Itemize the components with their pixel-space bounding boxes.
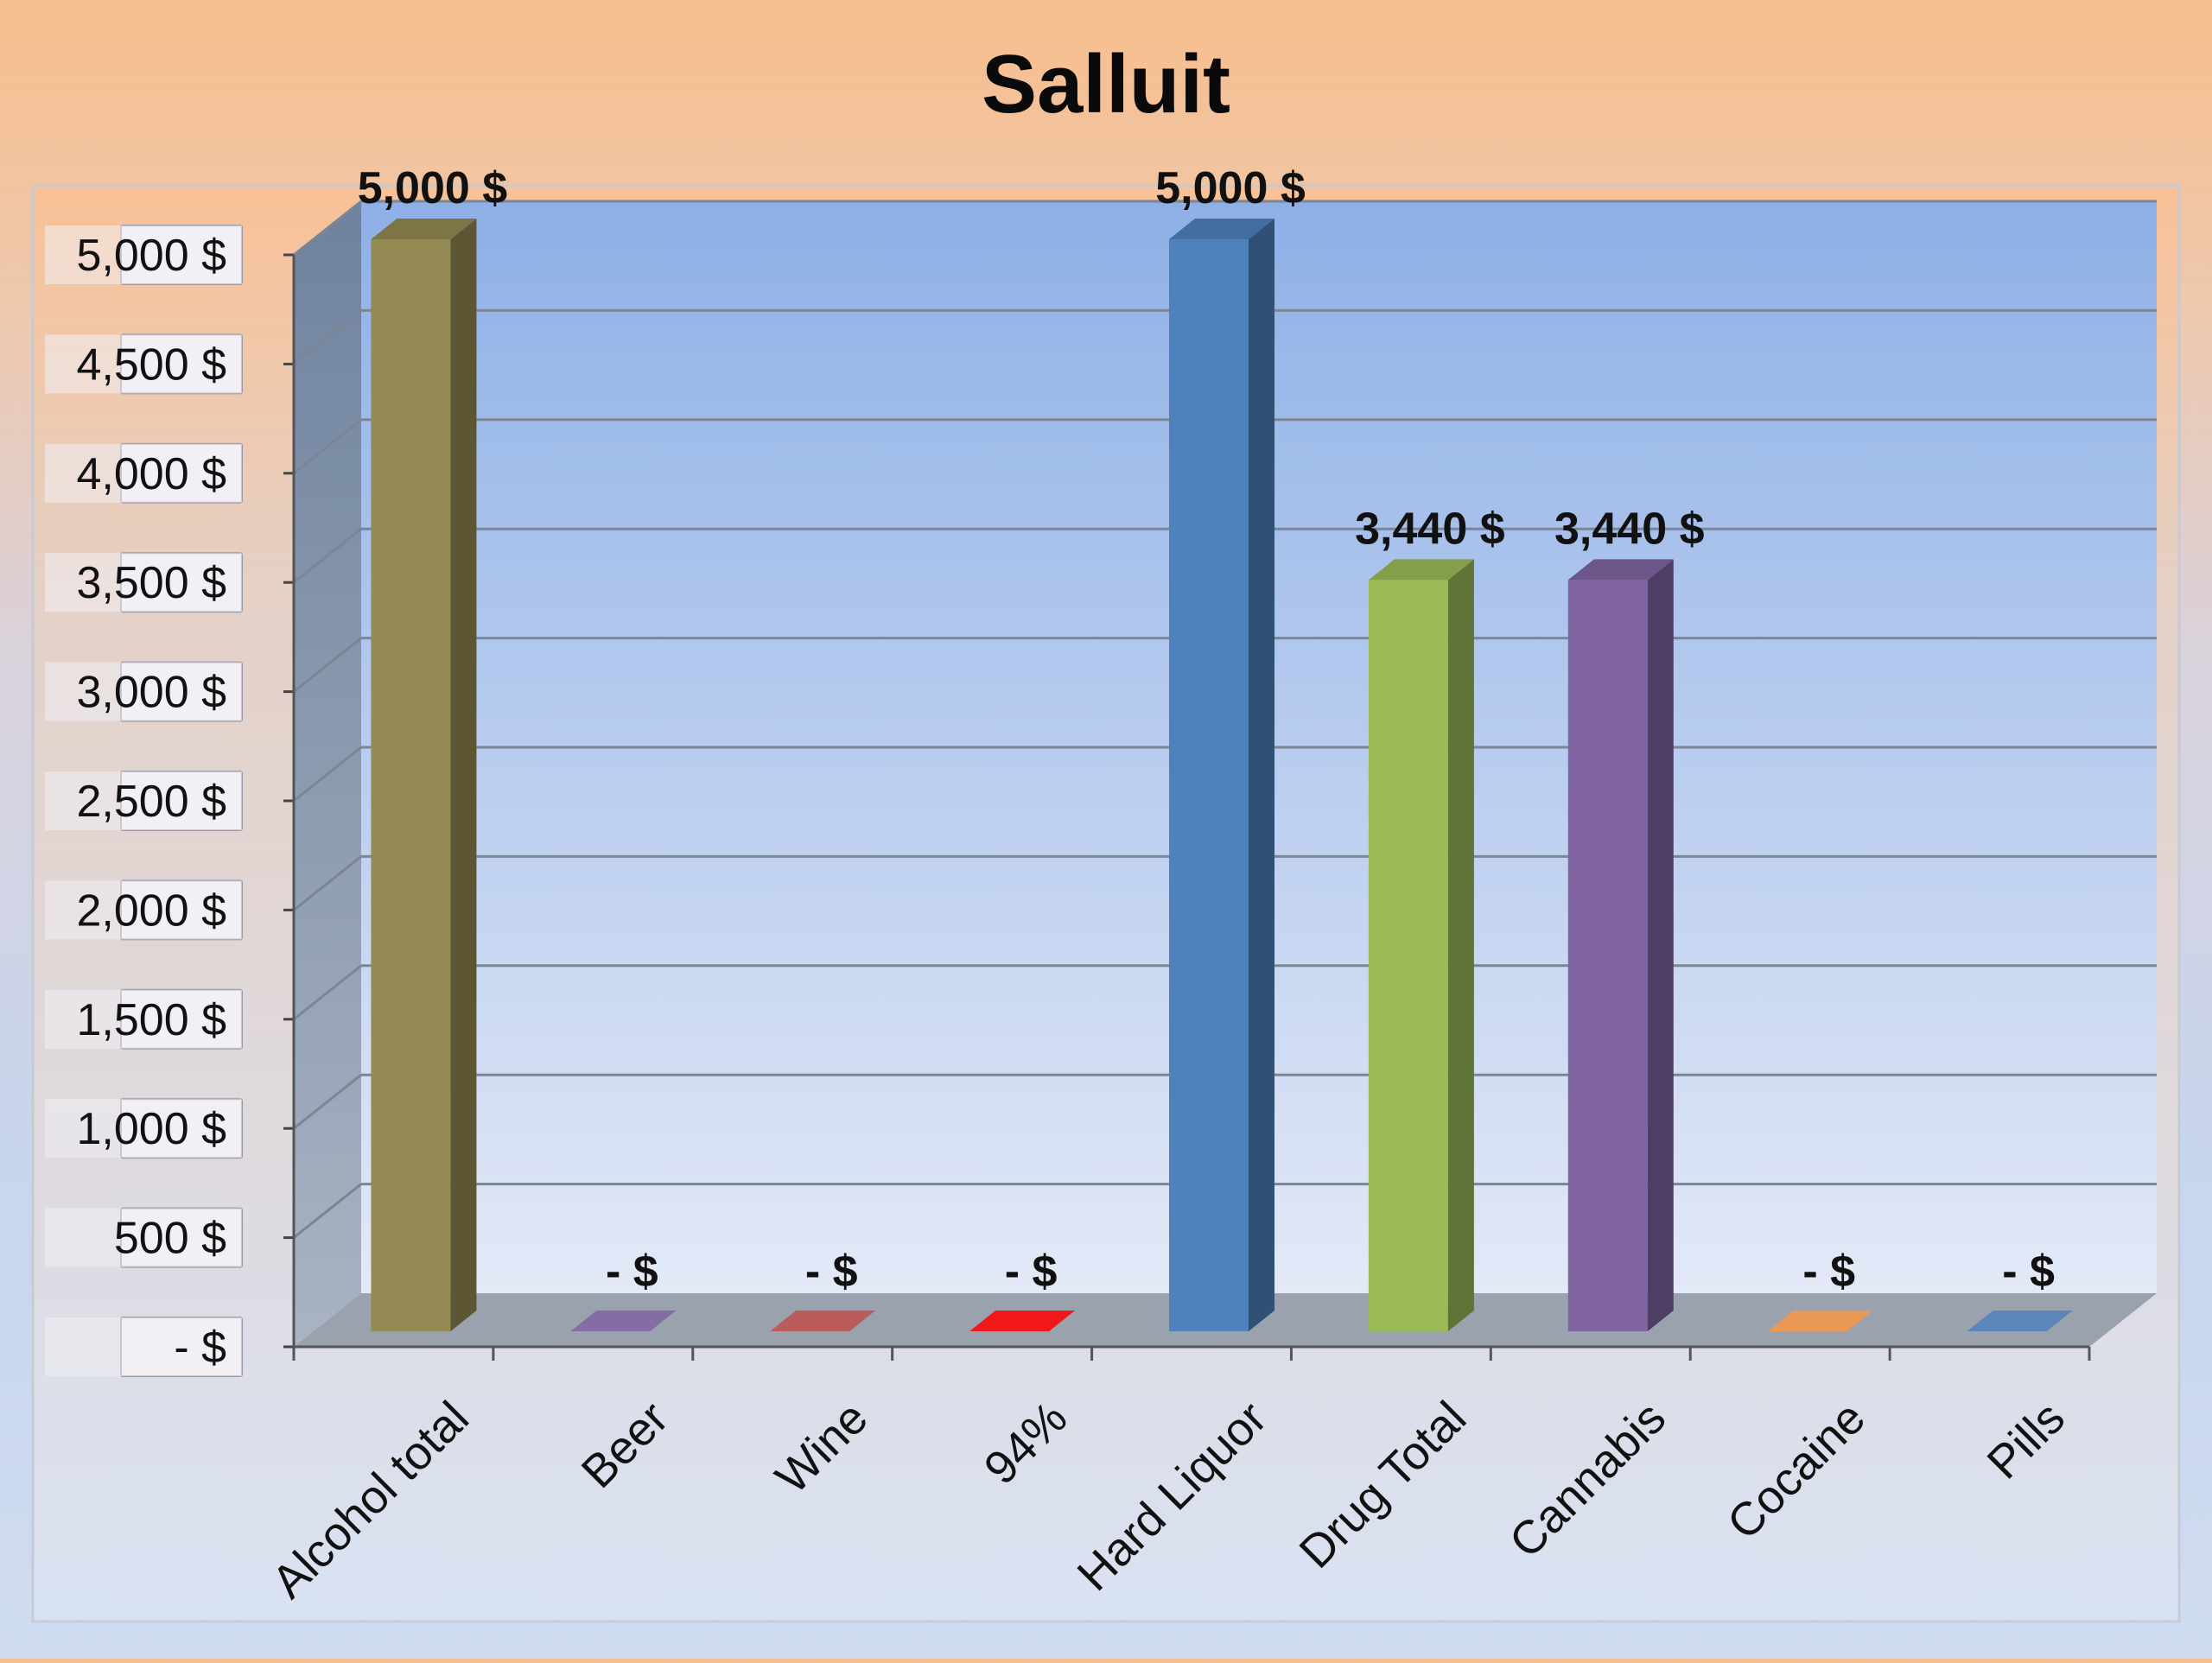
y-tick-label: 2,000 $ (77, 885, 227, 936)
y-tick-label: 4,500 $ (77, 340, 227, 390)
bar-side (1447, 559, 1474, 1331)
y-tick-box (45, 443, 242, 503)
bar-side (450, 219, 477, 1331)
y-tick-box (45, 334, 242, 394)
y-tick-box (45, 1317, 242, 1376)
gridline-side (293, 200, 362, 257)
bar-zero-slab (1967, 1311, 2073, 1331)
data-label: 3,440 $ (1355, 504, 1505, 554)
bar-top (371, 219, 477, 239)
bar-front (1567, 580, 1648, 1331)
data-label: - $ (606, 1247, 658, 1297)
bar-top (1368, 559, 1474, 581)
bar-front (1169, 239, 1249, 1331)
bar-zero-slab (969, 1311, 1076, 1331)
y-tick-label: 2,500 $ (77, 777, 227, 827)
gridline-side (293, 309, 362, 365)
y-tick-box (45, 662, 242, 721)
y-tick-box (45, 771, 242, 830)
y-tick-label: 1,500 $ (77, 995, 227, 1045)
y-tick-box (45, 1099, 242, 1158)
y-tick-label: 5,000 $ (77, 231, 227, 281)
data-label: - $ (1005, 1247, 1058, 1297)
data-label: - $ (805, 1247, 858, 1297)
gridline-side (293, 637, 362, 693)
data-label: 5,000 $ (358, 163, 508, 213)
chart-title: Salluit (982, 38, 1230, 130)
y-tick-label: 1,000 $ (77, 1104, 227, 1154)
bars (371, 219, 2073, 1331)
gridline-side (293, 855, 362, 911)
bar-zero-slab (1767, 1311, 1873, 1331)
y-axis: - $ 500 $ 1,000 $ 1,500 $ 2,000 $ 2,500 $ 3,00… (45, 225, 296, 1377)
bar-front (1368, 580, 1448, 1331)
gridline-side (293, 528, 362, 584)
data-labels: 5,000 $ - $ - $ - $ 5,000 $ 3,440 $ 3,440 $ - $… (358, 163, 2055, 1297)
y-tick-label: 4,000 $ (77, 449, 227, 499)
gridline-side (293, 964, 362, 1020)
gridline-side (293, 1183, 362, 1239)
y-tick-box (45, 880, 242, 940)
y-tick-label: 3,500 $ (77, 558, 227, 608)
data-label: - $ (2002, 1247, 2055, 1297)
y-tick-box (45, 989, 242, 1049)
y-tick-box (45, 1208, 242, 1267)
bar-zero-slab (570, 1311, 677, 1331)
data-label: 5,000 $ (1155, 163, 1306, 213)
y-tick-box (45, 553, 242, 613)
y-tick-label: - $ (174, 1323, 226, 1373)
gridline-side (293, 1074, 362, 1130)
gridline-side (293, 746, 362, 803)
bar-front (371, 239, 451, 1331)
y-tick-box (45, 225, 242, 284)
y-tick-label: 3,000 $ (77, 668, 227, 718)
gridline-side (293, 418, 362, 474)
bar-side (1249, 219, 1274, 1331)
bar-top (1169, 219, 1274, 239)
data-label: - $ (1802, 1247, 1855, 1297)
bar-zero-slab (770, 1311, 876, 1331)
y-tick-label: 500 $ (114, 1214, 226, 1264)
data-label: 3,440 $ (1554, 504, 1705, 554)
bar-side (1647, 559, 1674, 1331)
bar-top (1567, 559, 1674, 581)
